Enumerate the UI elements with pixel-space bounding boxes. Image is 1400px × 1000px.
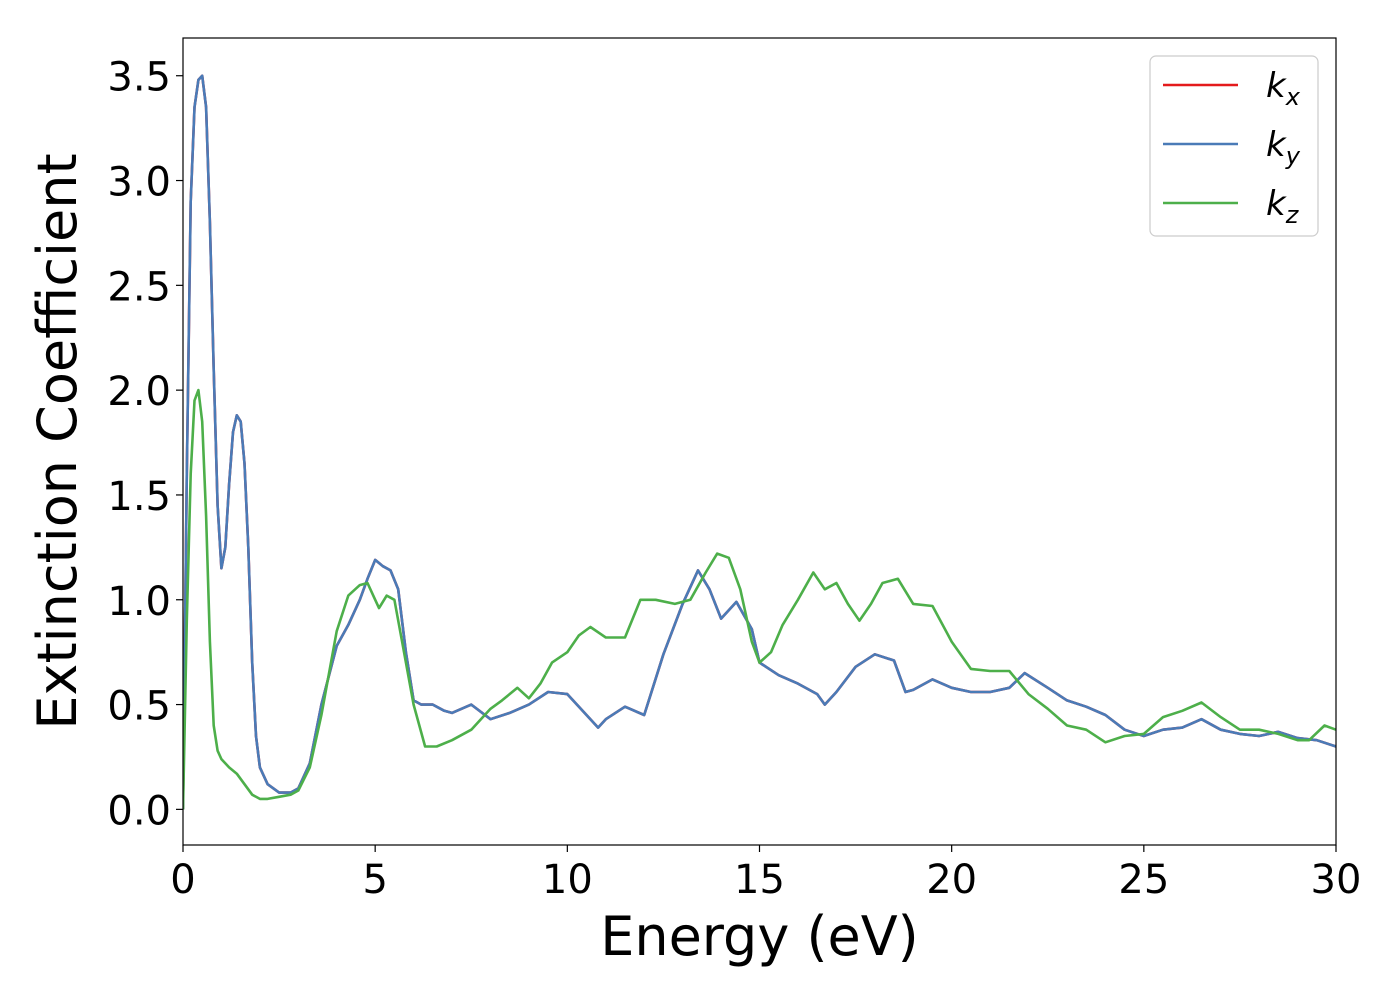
series-line-ky bbox=[183, 74, 1336, 810]
x-tick-label: 0 bbox=[170, 857, 195, 903]
x-tick-label: 5 bbox=[362, 857, 387, 903]
y-axis-ticks: 0.0 0.5 1.0 1.5 2.0 2.5 3.0 3.5 bbox=[107, 55, 183, 834]
y-tick-label: 0.5 bbox=[107, 684, 171, 730]
legend-label-ky: ky bbox=[1266, 125, 1301, 170]
x-axis-ticks: 0 5 10 15 20 25 30 bbox=[170, 845, 1361, 903]
x-tick-label: 30 bbox=[1311, 857, 1362, 903]
x-axis-title: Energy (eV) bbox=[600, 905, 919, 968]
y-tick-label: 2.5 bbox=[107, 264, 171, 310]
y-tick-label: 1.0 bbox=[107, 579, 171, 625]
legend: kx ky kz bbox=[1149, 55, 1319, 237]
legend-box bbox=[1149, 55, 1319, 237]
legend-label-kz: kz bbox=[1266, 184, 1300, 229]
series-line-kz bbox=[183, 388, 1336, 810]
y-tick-label: 3.5 bbox=[107, 55, 171, 101]
x-tick-label: 20 bbox=[926, 857, 977, 903]
x-tick-label: 25 bbox=[1118, 857, 1169, 903]
legend-label-kx: kx bbox=[1266, 66, 1301, 111]
y-tick-label: 0.0 bbox=[107, 788, 171, 834]
series-layer bbox=[183, 74, 1336, 810]
x-tick-label: 15 bbox=[734, 857, 785, 903]
y-tick-label: 2.0 bbox=[107, 369, 171, 415]
y-axis-title: Extinction Coefficient bbox=[26, 153, 89, 729]
y-tick-label: 1.5 bbox=[107, 474, 171, 520]
x-tick-label: 10 bbox=[542, 857, 593, 903]
y-tick-label: 3.0 bbox=[107, 160, 171, 206]
